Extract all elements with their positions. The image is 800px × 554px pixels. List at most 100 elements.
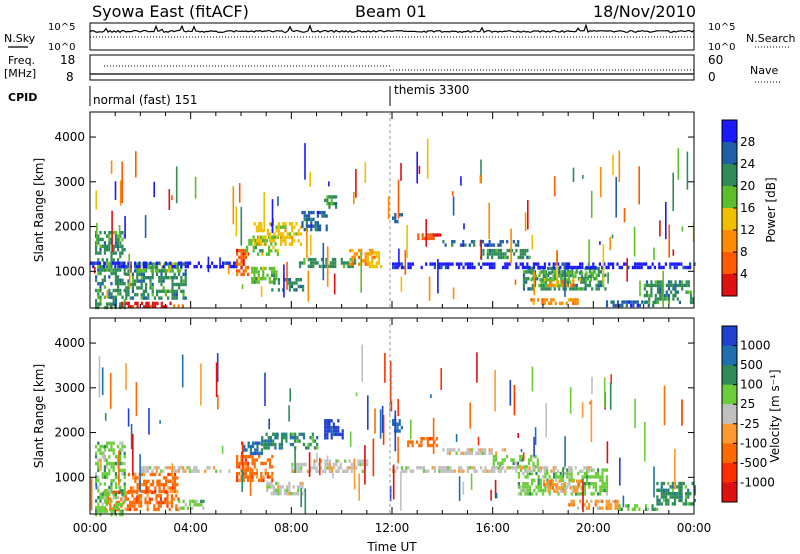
heatmap-cell	[184, 276, 187, 280]
heatmap-cell	[334, 257, 337, 262]
heatmap-cell	[521, 255, 525, 260]
heatmap-streak	[268, 418, 270, 430]
heatmap-cell	[180, 264, 183, 269]
heatmap-cell	[114, 461, 117, 466]
heatmap-cell	[286, 485, 289, 489]
heatmap-cell	[564, 492, 567, 496]
heatmap-cell	[173, 497, 176, 501]
heatmap-cell	[462, 265, 465, 270]
heatmap-cell	[324, 432, 327, 437]
heatmap-cell	[605, 503, 608, 507]
heatmap-streak	[372, 438, 375, 477]
heatmap-cell	[261, 439, 264, 443]
heatmap-cell	[112, 288, 115, 293]
heatmap-cell	[656, 290, 660, 294]
heatmap-cell	[244, 468, 247, 472]
heatmap-cell	[253, 242, 256, 246]
heatmap-cell	[599, 475, 602, 479]
heatmap-cell	[605, 482, 608, 486]
heatmap-cell	[99, 499, 102, 503]
heatmap-cell	[532, 262, 535, 266]
heatmap-cell	[269, 475, 272, 479]
heatmap-cell	[125, 272, 128, 276]
heatmap-cell	[244, 454, 247, 459]
heatmap-cell	[528, 488, 531, 493]
heatmap-cell	[332, 195, 335, 199]
heatmap-cell	[280, 442, 284, 447]
colorbar-swatch	[722, 186, 737, 209]
heatmap-cell	[570, 503, 573, 507]
heatmap-streak	[300, 488, 302, 508]
heatmap-cell	[178, 261, 181, 265]
heatmap-cell	[99, 492, 102, 496]
heatmap-streak	[451, 191, 454, 196]
heatmap-cell	[151, 305, 155, 309]
heatmap-cell	[101, 265, 104, 269]
heatmap-cell	[312, 217, 315, 222]
heatmap-cell	[371, 264, 374, 269]
heatmap-cell	[288, 288, 291, 292]
heatmap-cell	[117, 275, 120, 279]
heatmap-cell	[659, 280, 662, 284]
heatmap-cell	[396, 422, 399, 426]
heatmap-cell	[247, 478, 250, 483]
heatmap-streak	[488, 202, 490, 240]
heatmap-cell	[242, 252, 245, 256]
heatmap-streak	[219, 257, 221, 269]
heatmap-cell	[114, 455, 117, 459]
heatmap-cell	[574, 298, 577, 302]
heatmap-cell	[325, 224, 328, 228]
heatmap-cell	[301, 485, 304, 489]
heatmap-cell	[577, 492, 580, 496]
heatmap-cell	[316, 210, 319, 215]
heatmap-cell	[315, 469, 318, 473]
heatmap-cell	[313, 462, 316, 467]
heatmap-streak	[677, 148, 680, 180]
heatmap-cell	[253, 280, 256, 284]
heatmap-cell	[482, 252, 485, 256]
heatmap-cell	[345, 261, 348, 265]
heatmap-cell	[502, 466, 505, 470]
heatmap-cell	[330, 469, 334, 473]
heatmap-cell	[567, 278, 570, 282]
heatmap-cell	[359, 462, 362, 467]
heatmap-cell	[586, 478, 589, 482]
heatmap-cell	[171, 489, 174, 494]
heatmap-cell	[361, 459, 364, 463]
heatmap-cell	[331, 257, 335, 262]
heatmap-streak	[264, 372, 266, 406]
heatmap-cell	[95, 288, 98, 293]
heatmap-cell	[307, 446, 310, 450]
heatmap-streak	[283, 264, 285, 298]
heatmap-cell	[114, 231, 117, 235]
heatmap-streak	[307, 270, 310, 302]
heatmap-cell	[538, 273, 541, 277]
heatmap-streak	[480, 239, 482, 260]
heatmap-cell	[110, 465, 113, 469]
heatmap-cell	[650, 290, 653, 294]
heatmap-cell	[394, 265, 397, 270]
heatmap-cell	[112, 506, 115, 510]
heatmap-cell	[182, 296, 185, 300]
heatmap-cell	[310, 217, 313, 222]
heatmap-cell	[581, 274, 584, 279]
heatmap-cell	[576, 265, 579, 270]
heatmap-cell	[110, 271, 113, 276]
heatmap-cell	[154, 489, 157, 494]
heatmap-cell	[667, 297, 671, 301]
heatmap-cell	[331, 261, 335, 265]
heatmap-cell	[240, 461, 243, 466]
heatmap-cell	[326, 202, 329, 206]
heatmap-cell	[442, 448, 445, 452]
heatmap-cell	[633, 507, 637, 511]
heatmap-cell	[285, 439, 288, 443]
heatmap-streak	[400, 276, 403, 292]
heatmap-cell	[274, 442, 277, 447]
heatmap-cell	[242, 454, 245, 459]
heatmap-cell	[594, 503, 597, 507]
heatmap-cell	[97, 478, 100, 483]
heatmap-cell	[270, 242, 273, 246]
heatmap-cell	[570, 265, 573, 270]
heatmap-cell	[607, 265, 610, 270]
heatmap-cell	[153, 262, 156, 266]
